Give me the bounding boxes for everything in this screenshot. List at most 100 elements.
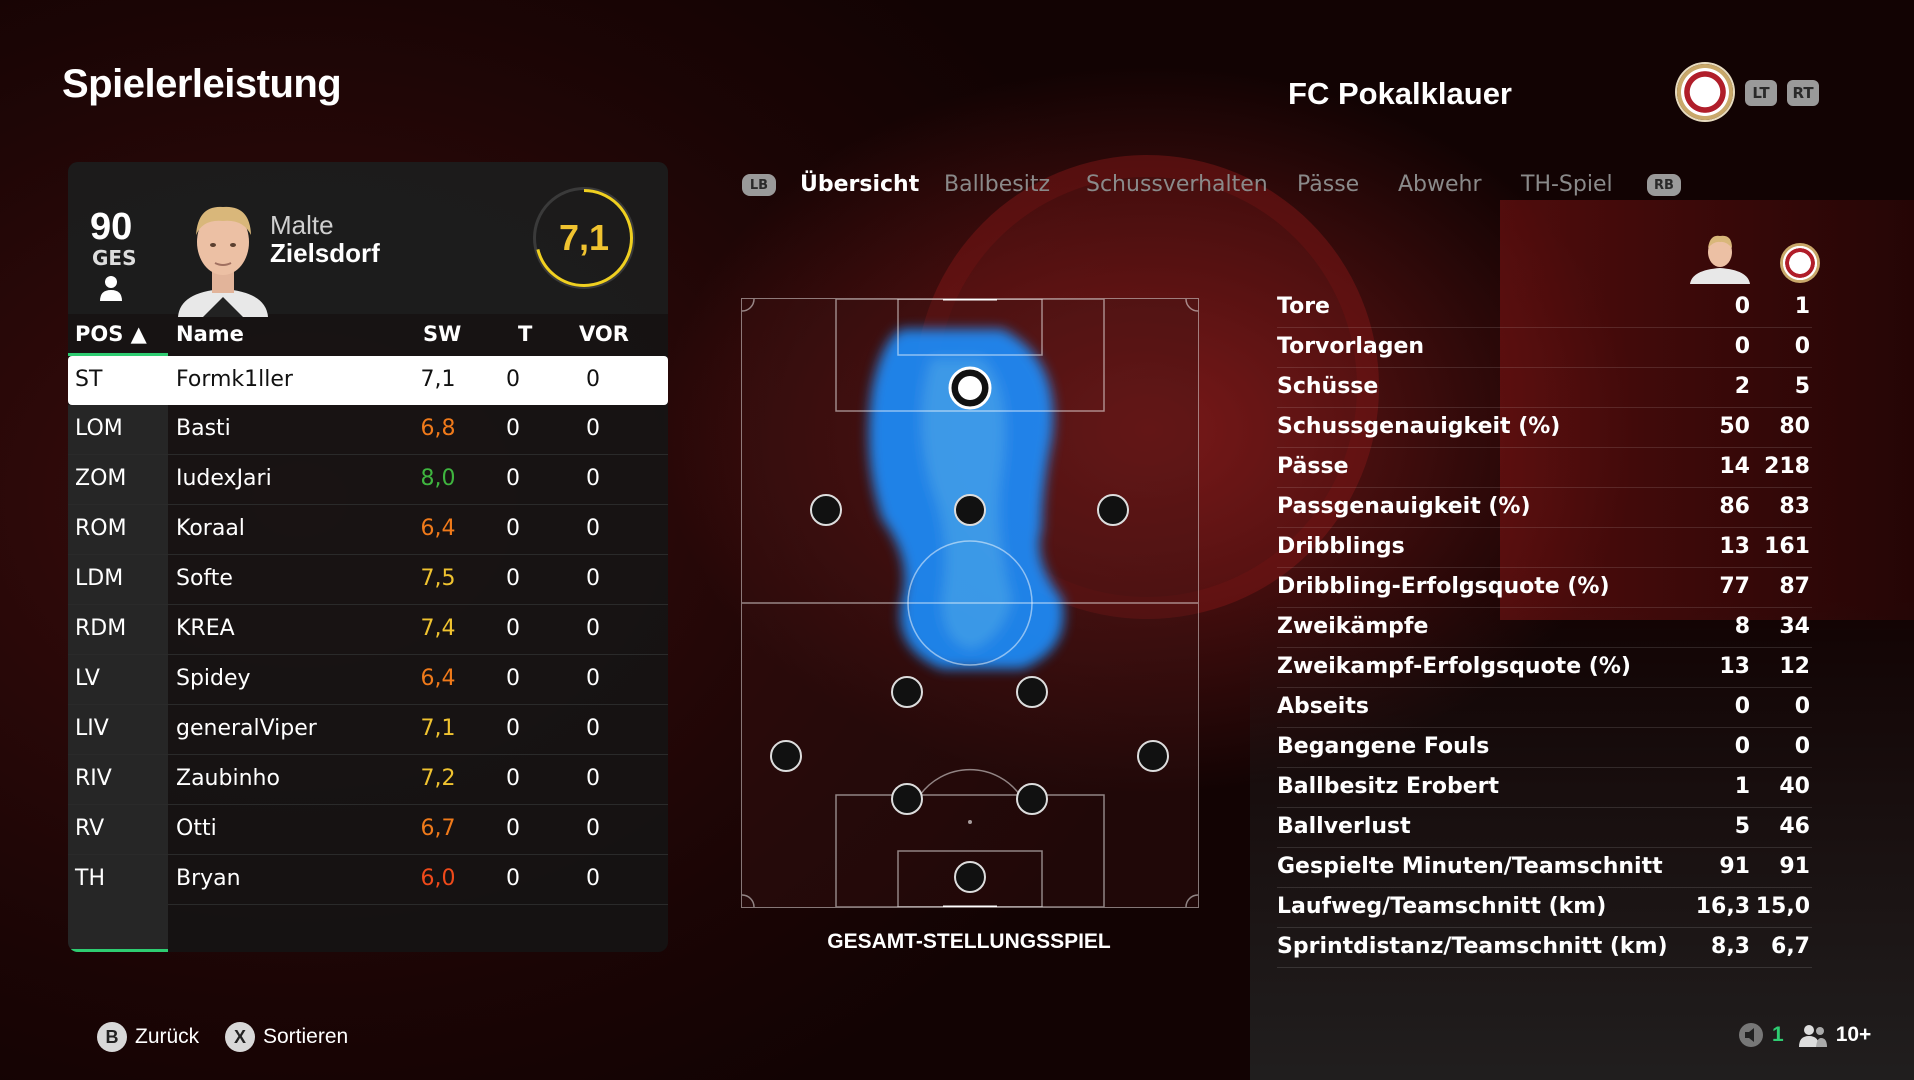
stat-label: Ballbesitz Erobert — [1277, 774, 1500, 799]
stat-row: Schussgenauigkeit (%) 50 80 — [1277, 408, 1812, 448]
stat-label: Gespielte Minuten/Teamschnitt — [1277, 854, 1663, 879]
stat-player-value: 0 — [1734, 334, 1750, 359]
stat-row: Begangene Fouls 0 0 — [1277, 728, 1812, 768]
stat-row: Ballbesitz Erobert 1 40 — [1277, 768, 1812, 808]
stat-player-value: 86 — [1719, 494, 1750, 519]
stat-row: Ballverlust 5 46 — [1277, 808, 1812, 848]
player-row[interactable]: LDM Softe 7,5 0 0 — [68, 555, 668, 605]
tab-schussverhalten[interactable]: Schussverhalten — [1086, 172, 1268, 197]
header-pos[interactable]: POS ▲ — [75, 322, 147, 346]
stat-label: Tore — [1277, 294, 1330, 319]
pos-cell: RIV — [68, 755, 168, 804]
player-list: ST Formk1ller 7,1 0 0 LOM Basti 6,8 0 0 ZOM IudexJa… — [68, 356, 668, 905]
stat-team-value: 161 — [1764, 534, 1810, 559]
player-row[interactable]: TH Bryan 6,0 0 0 — [68, 855, 668, 905]
player-portrait-icon — [178, 206, 268, 317]
player-goals: 0 — [506, 666, 520, 691]
speaker-muted-icon — [1739, 1023, 1763, 1047]
stat-team-value: 46 — [1779, 814, 1810, 839]
player-row[interactable]: ST Formk1ller 7,1 0 0 — [68, 356, 668, 405]
player-row[interactable]: RDM KREA 7,4 0 0 — [68, 605, 668, 655]
player-avatar-icon — [1690, 235, 1750, 284]
header-name[interactable]: Name — [176, 322, 244, 346]
player-goals: 0 — [506, 766, 520, 791]
player-name: Koraal — [176, 516, 245, 541]
header-vor[interactable]: VOR — [579, 322, 629, 346]
stat-row: Dribblings 13 161 — [1277, 528, 1812, 568]
pos-cell: RV — [68, 805, 168, 854]
mic-count: 1 — [1772, 1023, 1784, 1046]
stat-row: Abseits 0 0 — [1277, 688, 1812, 728]
player-position: LV — [75, 666, 100, 691]
back-action[interactable]: B Zurück — [97, 1022, 199, 1052]
stat-team-value: 40 — [1779, 774, 1810, 799]
stat-player-value: 0 — [1734, 694, 1750, 719]
player-position: ROM — [75, 516, 127, 541]
stat-team-value: 0 — [1794, 734, 1810, 759]
stat-row: Zweikämpfe 8 34 — [1277, 608, 1812, 648]
pos-cell: LIV — [68, 705, 168, 754]
stat-row: Passgenauigkeit (%) 86 83 — [1277, 488, 1812, 528]
stat-player-value: 2 — [1734, 374, 1750, 399]
player-goals: 0 — [506, 516, 520, 541]
player-row[interactable]: ZOM IudexJari 8,0 0 0 — [68, 455, 668, 505]
player-row[interactable]: LIV generalViper 7,1 0 0 — [68, 705, 668, 755]
rt-button[interactable]: RT — [1787, 80, 1819, 106]
lb-button[interactable]: LB — [742, 174, 776, 196]
lt-button[interactable]: LT — [1745, 80, 1777, 106]
pos-column-footer — [68, 896, 168, 952]
header-sw[interactable]: SW — [423, 322, 462, 346]
stat-team-value: 218 — [1764, 454, 1810, 479]
player-assists: 0 — [586, 716, 600, 741]
stat-row: Pässe 14 218 — [1277, 448, 1812, 488]
header-t[interactable]: T — [518, 322, 533, 346]
stat-team-value: 0 — [1794, 334, 1810, 359]
pos-cell: ST — [68, 356, 168, 405]
player-position: LOM — [75, 416, 123, 441]
stat-label: Abseits — [1277, 694, 1369, 719]
player-name: Zaubinho — [176, 766, 280, 791]
stat-row: Zweikampf-Erfolgsquote (%) 13 12 — [1277, 648, 1812, 688]
player-assists: 0 — [586, 367, 600, 392]
stat-team-value: 5 — [1794, 374, 1810, 399]
person-icon — [100, 276, 122, 301]
player-assists: 0 — [586, 816, 600, 841]
player-position: TH — [75, 866, 105, 891]
pos-cell: ROM — [68, 505, 168, 554]
player-goals: 0 — [506, 616, 520, 641]
player-row[interactable]: LOM Basti 6,8 0 0 — [68, 405, 668, 455]
player-assists: 0 — [586, 416, 600, 441]
player-position: LIV — [75, 716, 109, 741]
player-row[interactable]: LV Spidey 6,4 0 0 — [68, 655, 668, 705]
stat-row: Sprintdistanz/Teamschnitt (km) 8,3 6,7 — [1277, 928, 1812, 968]
sort-action[interactable]: X Sortieren — [225, 1022, 348, 1052]
player-rating: 7,2 — [420, 766, 456, 791]
stat-label: Zweikampf-Erfolgsquote (%) — [1277, 654, 1631, 679]
tab-paesse[interactable]: Pässe — [1297, 172, 1360, 197]
player-name: Otti — [176, 816, 217, 841]
tab-ballbesitz[interactable]: Ballbesitz — [944, 172, 1051, 197]
stat-row: Tore 0 1 — [1277, 288, 1812, 328]
stat-player-value: 50 — [1719, 414, 1750, 439]
status-indicators: 1 10+ — [1738, 1022, 1871, 1048]
player-row[interactable]: ROM Koraal 6,4 0 0 — [68, 505, 668, 555]
tab-uebersicht[interactable]: Übersicht — [800, 172, 920, 197]
rating-ring — [533, 187, 635, 289]
player-position: RV — [75, 816, 105, 841]
team-crest-icon — [1677, 64, 1733, 120]
stat-player-value: 1 — [1734, 774, 1750, 799]
tab-th-spiel[interactable]: TH-Spiel — [1521, 172, 1613, 197]
player-row[interactable]: RV Otti 6,7 0 0 — [68, 805, 668, 855]
player-header: 90 GES Malte Zielsdorf 7,1 — [68, 162, 668, 317]
sort-label: Sortieren — [263, 1025, 349, 1048]
player-row[interactable]: RIV Zaubinho 7,2 0 0 — [68, 755, 668, 805]
stat-player-value: 13 — [1719, 654, 1750, 679]
back-label: Zurück — [135, 1025, 200, 1048]
stat-team-value: 91 — [1779, 854, 1810, 879]
player-rating: 6,8 — [420, 416, 456, 441]
rb-button[interactable]: RB — [1647, 174, 1681, 196]
player-name: Basti — [176, 416, 231, 441]
player-name: Bryan — [176, 866, 241, 891]
player-overall-label: GES — [92, 246, 137, 270]
tab-abwehr[interactable]: Abwehr — [1398, 172, 1482, 197]
